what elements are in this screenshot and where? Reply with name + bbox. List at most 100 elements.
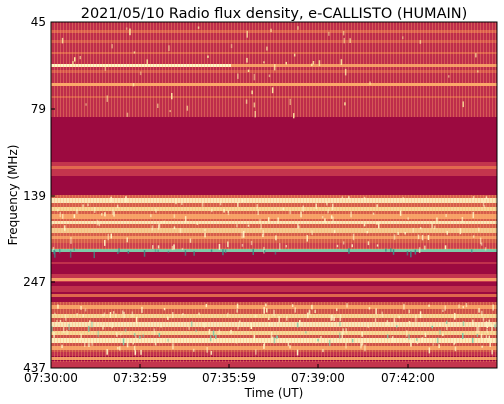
- intensity-speck: [274, 64, 276, 71]
- intensity-speck: [438, 344, 440, 349]
- intensity-speck: [274, 251, 277, 255]
- intensity-speck: [462, 101, 464, 108]
- intensity-speck: [262, 233, 264, 238]
- intensity-speck: [393, 318, 396, 324]
- intensity-speck: [175, 198, 177, 205]
- intensity-speck: [56, 320, 58, 326]
- intensity-speck: [224, 249, 227, 253]
- intensity-speck: [251, 90, 253, 95]
- intensity-speck: [331, 314, 334, 321]
- intensity-speck: [104, 64, 107, 71]
- intensity-speck: [140, 349, 142, 355]
- intensity-speck: [150, 214, 152, 218]
- intensity-speck: [171, 245, 174, 251]
- intensity-speck: [341, 331, 343, 339]
- intensity-speck: [482, 319, 485, 322]
- intensity-speck: [408, 309, 410, 314]
- intensity-speck: [203, 322, 206, 328]
- intensity-speck: [318, 60, 321, 66]
- intensity-speck: [486, 328, 488, 333]
- intensity-speck: [424, 245, 426, 250]
- intensity-speck: [255, 349, 257, 355]
- intensity-speck: [270, 28, 272, 33]
- intensity-speck: [415, 315, 417, 322]
- intensity-speck: [402, 36, 404, 40]
- intensity-speck: [408, 321, 411, 324]
- intensity-speck: [243, 230, 245, 238]
- intensity-speck: [253, 73, 256, 81]
- intensity-speck: [339, 314, 342, 322]
- intensity-speck: [246, 30, 248, 38]
- intensity-speck: [424, 332, 427, 338]
- intensity-speck: [322, 349, 324, 353]
- intensity-speck: [110, 233, 112, 239]
- intensity-speck: [494, 324, 496, 329]
- intensity-speck: [271, 87, 274, 94]
- spectrogram-bands: [51, 22, 497, 368]
- intensity-speck: [209, 335, 212, 342]
- intensity-speck: [153, 328, 156, 336]
- intensity-speck: [311, 304, 313, 310]
- intensity-speck: [488, 335, 490, 341]
- intensity-speck: [163, 308, 166, 311]
- intensity-speck: [476, 334, 479, 337]
- intensity-speck: [367, 324, 370, 329]
- intensity-speck: [168, 45, 170, 51]
- intensity-speck: [366, 231, 368, 234]
- intensity-speck: [126, 112, 129, 117]
- intensity-speck: [96, 219, 99, 226]
- intensity-speck: [73, 214, 76, 218]
- intensity-speck: [399, 210, 402, 216]
- intensity-speck: [235, 339, 238, 344]
- intensity-speck: [396, 325, 398, 328]
- intensity-speck: [167, 250, 170, 254]
- intensity-speck: [342, 241, 345, 245]
- intensity-speck: [369, 81, 371, 85]
- intensity-speck: [112, 311, 115, 314]
- intensity-speck: [343, 37, 345, 44]
- intensity-speck: [439, 323, 441, 327]
- intensity-speck: [332, 216, 334, 223]
- spectrum-band: [51, 361, 497, 368]
- intensity-speck: [126, 237, 128, 243]
- intensity-speck: [89, 320, 91, 324]
- intensity-speck: [361, 331, 363, 337]
- intensity-speck: [266, 308, 268, 313]
- intensity-speck: [480, 242, 483, 246]
- intensity-speck: [306, 235, 308, 242]
- intensity-speck: [363, 196, 366, 200]
- intensity-speck: [461, 217, 464, 224]
- intensity-speck: [236, 309, 238, 313]
- intensity-speck: [230, 44, 233, 49]
- y-axis: 45 79 139 247 437 Frequency (MHz): [6, 15, 55, 375]
- intensity-speck: [458, 304, 460, 309]
- intensity-speck: [102, 325, 104, 330]
- intensity-speck: [173, 214, 176, 218]
- intensity-speck: [106, 349, 108, 355]
- intensity-speck: [406, 330, 408, 337]
- intensity-speck: [408, 334, 410, 340]
- intensity-speck: [448, 75, 450, 78]
- spectrum-band: [51, 278, 497, 281]
- intensity-speck: [116, 204, 119, 209]
- intensity-speck: [462, 333, 464, 339]
- y-tick-label: 79: [31, 102, 46, 116]
- intensity-speck: [459, 228, 462, 235]
- intensity-speck: [146, 59, 148, 65]
- intensity-speck: [206, 347, 208, 353]
- intensity-speck: [80, 333, 82, 340]
- intensity-speck: [218, 329, 221, 335]
- intensity-speck: [273, 337, 276, 344]
- intensity-speck: [196, 222, 199, 225]
- intensity-speck: [198, 312, 200, 316]
- intensity-speck: [311, 63, 313, 67]
- intensity-speck: [241, 232, 243, 239]
- intensity-speck: [367, 241, 370, 246]
- intensity-speck: [179, 228, 182, 233]
- intensity-speck: [442, 333, 444, 337]
- intensity-speck: [427, 235, 430, 240]
- intensity-speck: [489, 340, 491, 347]
- intensity-speck: [386, 320, 389, 326]
- intensity-speck: [472, 235, 475, 238]
- intensity-speck: [330, 215, 333, 219]
